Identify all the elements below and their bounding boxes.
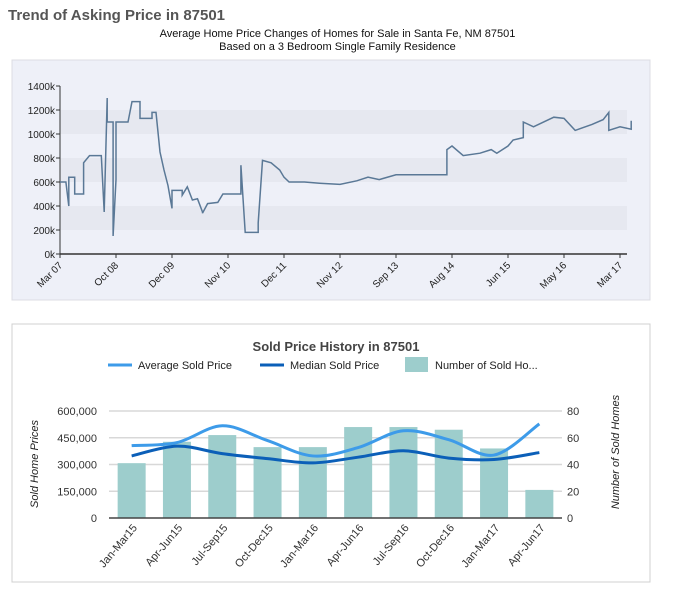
average-sold-price-line [131,422,541,458]
asking-price-title: Trend of Asking Price in 87501 [8,7,226,24]
sold-chart-title: Sold Price History in 87501 [253,339,420,354]
y-tick-label: 600k [33,178,56,189]
sold-count-bar [162,441,191,518]
asking-price-line [60,97,632,237]
sold-count-bar [208,435,237,518]
median-sold-price-line [131,444,540,465]
sold-count-bar [298,447,327,518]
legend-label: Number of Sold Ho... [435,360,538,372]
asking-price-subtitle-1: Average Home Price Changes of Homes for … [159,28,516,40]
y-tick-label: 0k [44,250,56,261]
sold-count-bar [525,489,554,518]
grid-band [60,158,627,182]
sold-count-bar [344,427,373,518]
left-axis-label: 600,000 [57,406,97,418]
left-axis-label: 0 [91,513,97,525]
left-axis-label: 300,000 [57,460,97,472]
grid-band [60,206,627,230]
legend-label: Average Sold Price [138,360,232,372]
sold-chart-frame [11,323,651,583]
right-axis-label: 0 [567,513,573,525]
grid-band [60,110,627,134]
right-axis-label: 40 [567,460,579,472]
right-axis-label: 20 [567,486,579,498]
y-tick-label: 1000k [28,130,56,141]
legend-swatch-bar [405,357,428,372]
y-tick-label: 400k [33,202,56,213]
right-axis-label: 60 [567,433,579,445]
y-tick-label: 1200k [28,106,56,117]
left-axis-title: Sold Home Prices [29,419,41,508]
right-axis-title: Number of Sold Homes [610,394,622,509]
sold-count-bar [117,463,146,518]
sold-count-bar [389,427,418,518]
asking-price-subtitle-2: Based on a 3 Bedroom Single Family Resid… [219,41,456,53]
legend-label: Median Sold Price [290,360,379,372]
right-axis-label: 80 [567,406,579,418]
left-axis-label: 450,000 [57,433,97,445]
y-tick-label: 1400k [28,82,56,93]
y-tick-label: 800k [33,154,56,165]
y-tick-label: 200k [33,226,56,237]
left-axis-label: 150,000 [57,486,97,498]
